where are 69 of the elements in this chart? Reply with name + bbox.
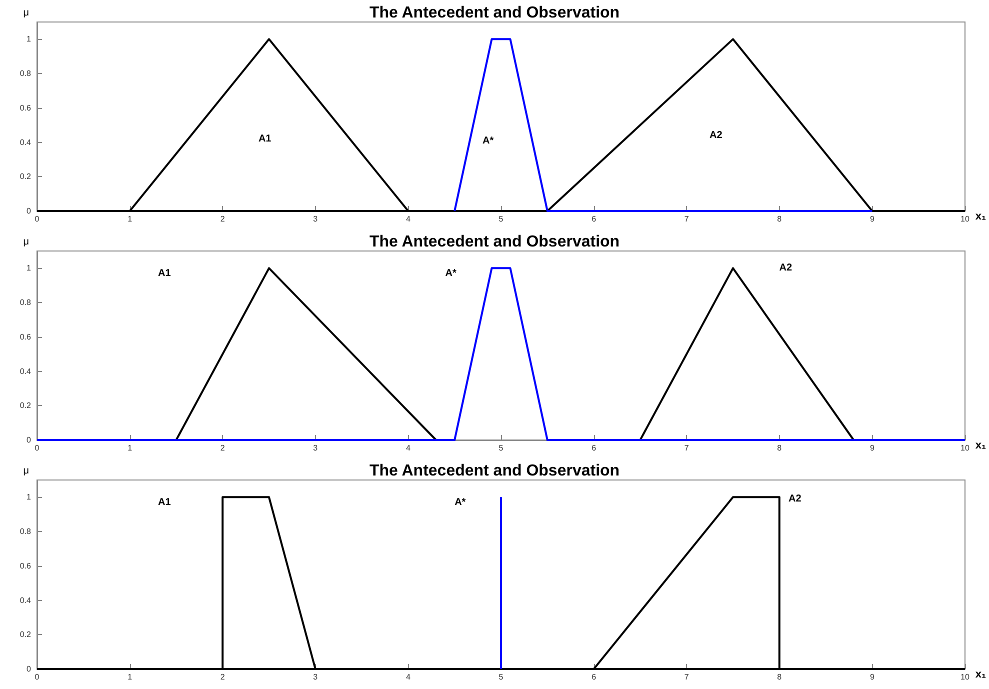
- y-tick-label: 0: [26, 436, 32, 444]
- y-tick-label: 0.6: [20, 332, 32, 342]
- y-tick-label: 0: [26, 664, 32, 674]
- y-tick-label: 0.6: [20, 103, 32, 112]
- annotation: A1: [258, 134, 272, 145]
- y-tick-label: 1: [26, 34, 32, 44]
- y-tick-label: 0.2: [20, 172, 32, 182]
- x-tick-label: 1: [128, 672, 133, 682]
- x-tick-label: 2: [220, 672, 226, 682]
- y-tick-label: 0.2: [20, 401, 32, 410]
- y-tick-label: 1: [26, 492, 32, 502]
- y-tick-label: 0.8: [20, 69, 32, 78]
- annotation: A1: [158, 268, 172, 280]
- chart-title: The Antecedent and Observation: [369, 4, 620, 22]
- x-tick-label: 7: [684, 214, 690, 224]
- x-tick-label: 0: [34, 444, 40, 452]
- x-tick-label: 5: [498, 214, 504, 224]
- x-tick-label: 0: [34, 672, 40, 682]
- x-tick-label: 2: [220, 444, 226, 452]
- x-tick-label: 9: [870, 214, 875, 224]
- x-tick-label: 10: [960, 444, 970, 452]
- y-axis-title: μ: [23, 8, 30, 18]
- x-tick-label: 9: [870, 444, 875, 452]
- x-tick-label: 3: [313, 444, 318, 452]
- x-tick-label: 5: [498, 444, 504, 452]
- x-tick-label: 7: [684, 444, 690, 452]
- x-tick-label: 9: [870, 672, 875, 682]
- annotation: A*: [454, 497, 466, 508]
- x-tick-label: 6: [592, 672, 597, 682]
- x-tick-label: 4: [406, 214, 411, 224]
- x-tick-label: 4: [406, 444, 411, 452]
- x-tick-label: 3: [313, 672, 318, 682]
- y-tick-label: 0.4: [20, 596, 32, 605]
- y-tick-label: 0.8: [20, 298, 32, 308]
- x-tick-label: 4: [406, 672, 411, 682]
- x-tick-label: 6: [592, 444, 597, 452]
- x-axis-title: x₁: [975, 210, 986, 222]
- annotation: A*: [482, 136, 494, 147]
- annotation: A1: [158, 497, 172, 508]
- x-tick-label: 10: [960, 214, 970, 224]
- y-tick-label: 0: [26, 206, 32, 216]
- y-tick-label: 0.2: [20, 630, 32, 640]
- x-tick-label: 0: [34, 214, 40, 224]
- x-tick-label: 8: [777, 444, 782, 452]
- y-tick-label: 0.8: [20, 527, 32, 536]
- x-tick-label: 1: [128, 444, 133, 452]
- y-tick-label: 0.4: [20, 366, 32, 376]
- x-axis-title: x₁: [975, 668, 986, 680]
- y-axis-title: μ: [23, 236, 30, 248]
- x-tick-label: 6: [592, 214, 597, 224]
- y-tick-label: 0.6: [20, 561, 32, 570]
- x-tick-label: 8: [777, 672, 782, 682]
- x-tick-label: 2: [220, 214, 226, 224]
- annotation: A2: [710, 130, 723, 141]
- y-tick-label: 1: [26, 264, 32, 273]
- x-tick-label: 10: [960, 672, 970, 682]
- annotation: A2: [788, 493, 802, 504]
- y-tick-label: 0.4: [20, 138, 32, 147]
- annotation: A*: [445, 268, 457, 280]
- x-tick-label: 8: [777, 214, 782, 224]
- chart-title: The Antecedent and Observation: [369, 462, 620, 480]
- x-axis-title: x₁: [975, 440, 986, 452]
- x-tick-label: 3: [313, 214, 318, 224]
- y-axis-title: μ: [23, 466, 30, 476]
- x-tick-label: 1: [128, 214, 133, 224]
- x-tick-label: 5: [498, 672, 504, 682]
- chart-title: The Antecedent and Observation: [369, 234, 620, 250]
- annotation: A2: [779, 262, 792, 274]
- x-tick-label: 7: [684, 672, 690, 682]
